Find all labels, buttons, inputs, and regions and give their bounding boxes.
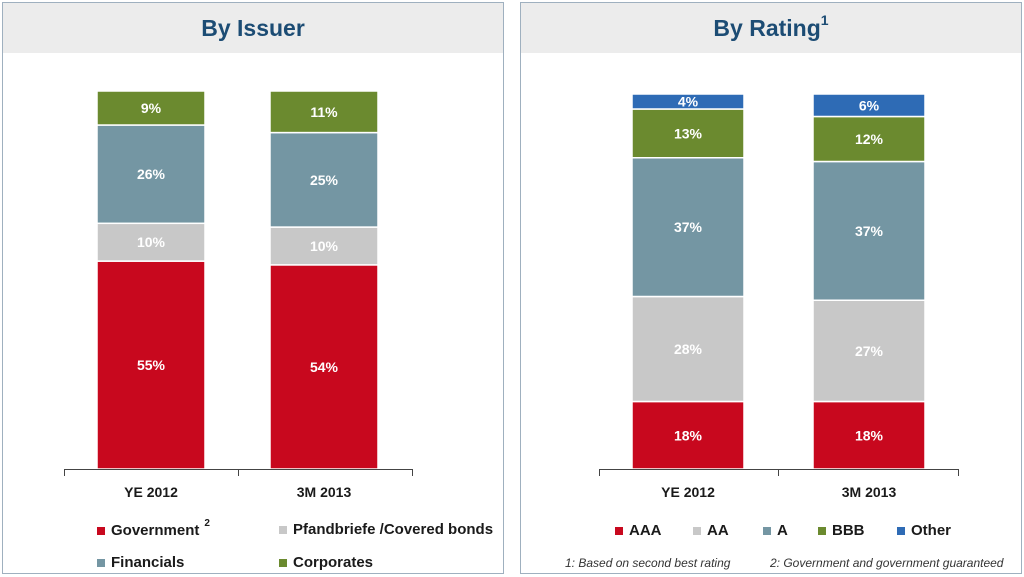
data-label-financials-ye-2012: 26% — [137, 166, 166, 182]
x-tick-label-3m-2013: 3M 2013 — [842, 484, 897, 500]
data-label-pfandbriefe-covered-bonds-ye-2012: 10% — [137, 234, 166, 250]
square-icon — [818, 526, 826, 535]
bar-other-3m-2013 — [812, 93, 926, 118]
data-label-financials-3m-2013: 25% — [310, 172, 339, 188]
data-label-a-ye-2012: 37% — [674, 219, 703, 235]
bar-aaa-ye-2012 — [631, 400, 745, 470]
issuer-panel: By Issuer 55% 10% 26% 9% YE 2012 54% 10% 25% 11%… — [2, 2, 504, 574]
bar-aa-3m-2013 — [812, 299, 926, 403]
legend-corporates: Corporates — [279, 554, 373, 571]
data-label-corporates-3m-2013: 11% — [310, 104, 338, 120]
data-label-aaa-ye-2012: 18% — [674, 427, 703, 443]
legend-bbb-label: BBB — [832, 522, 865, 539]
legend-other-label: Other — [911, 522, 952, 539]
bar-bbb-ye-2012 — [631, 108, 745, 159]
x-tick-label-ye-2012: YE 2012 — [661, 484, 715, 500]
bar-financials-ye-2012 — [96, 124, 206, 225]
bar-a-ye-2012 — [631, 157, 745, 298]
legend-other: Other — [897, 522, 951, 539]
data-label-government-3m-2013: 54% — [310, 359, 339, 375]
legend-financials-label: Financials — [111, 554, 185, 571]
data-label-corporates-ye-2012: 9% — [141, 100, 162, 116]
legend-financials: Financials — [97, 554, 184, 571]
bar-financials-3m-2013 — [269, 131, 379, 228]
square-icon — [279, 525, 287, 534]
data-label-other-ye-2012: 4% — [678, 94, 699, 110]
footnote-government: 2: Government and government guaranteed — [770, 556, 1004, 570]
bar-corporates-ye-2012 — [96, 90, 206, 126]
data-label-other-3m-2013: 6% — [859, 97, 880, 113]
bar-a-3m-2013 — [812, 160, 926, 301]
legend-government: Government 2 — [97, 518, 210, 539]
legend-a: A — [763, 522, 788, 539]
rating-panel: By Rating1 18% 28% 37% 13% 4% YE 2012 18% 27% 37… — [520, 2, 1022, 574]
issuer-title-text: By Issuer — [201, 15, 305, 41]
legend-a-label: A — [777, 522, 788, 539]
data-label-a-3m-2013: 37% — [855, 223, 884, 239]
square-icon — [615, 526, 623, 535]
issuer-panel-title: By Issuer — [3, 3, 503, 53]
x-tick-label-3m-2013: 3M 2013 — [297, 484, 352, 500]
legend-corporates-label: Corporates — [293, 554, 374, 571]
data-label-bbb-3m-2013: 12% — [855, 131, 884, 147]
legend-pfandbriefe-label: Pfandbriefe /Covered bonds — [293, 521, 494, 538]
square-icon — [897, 526, 905, 535]
data-label-aaa-3m-2013: 18% — [855, 427, 884, 443]
rating-chart: 18% 28% 37% 13% 4% YE 2012 18% 27% 37% 12% 6% 3M 20… — [599, 93, 959, 500]
bar-other-ye-2012 — [631, 93, 745, 110]
bar-aa-ye-2012 — [631, 295, 745, 403]
x-tick-label-ye-2012: YE 2012 — [124, 484, 178, 500]
legend-government-label: Government — [111, 522, 200, 539]
footnote-rating: 1: Based on second best rating — [565, 556, 731, 570]
rating-title-text: By Rating — [713, 15, 821, 41]
data-label-aa-ye-2012: 28% — [674, 341, 703, 357]
legend-government-sup: 2 — [204, 518, 210, 529]
bar-corporates-3m-2013 — [269, 90, 379, 134]
rating-panel-title: By Rating1 — [521, 3, 1021, 53]
square-icon — [693, 526, 701, 535]
data-label-government-ye-2012: 55% — [137, 357, 166, 373]
bar-bbb-3m-2013 — [812, 115, 926, 163]
data-label-bbb-ye-2012: 13% — [674, 125, 703, 141]
legend-aa: AA — [693, 522, 729, 539]
data-label-aa-3m-2013: 27% — [855, 343, 884, 359]
bar-pfandbriefe-covered-bonds-ye-2012 — [96, 222, 206, 262]
legend-bbb: BBB — [818, 522, 865, 539]
square-icon — [279, 558, 287, 567]
bar-government-3m-2013 — [269, 264, 379, 470]
square-icon — [97, 526, 105, 535]
legend-pfandbriefe: Pfandbriefe /Covered bonds — [279, 521, 493, 538]
rating-title-sup: 1 — [820, 12, 829, 29]
square-icon — [763, 526, 771, 535]
data-label-pfandbriefe-covered-bonds-3m-2013: 10% — [310, 238, 339, 254]
square-icon — [97, 558, 105, 567]
bar-pfandbriefe-covered-bonds-3m-2013 — [269, 226, 379, 266]
legend-aa-label: AA — [707, 522, 729, 539]
issuer-chart: 55% 10% 26% 9% YE 2012 54% 10% 25% 11% 3M 2013 — [64, 90, 413, 500]
legend-aaa-label: AAA — [629, 522, 662, 539]
bar-aaa-3m-2013 — [812, 400, 926, 470]
legend-aaa: AAA — [615, 522, 662, 539]
